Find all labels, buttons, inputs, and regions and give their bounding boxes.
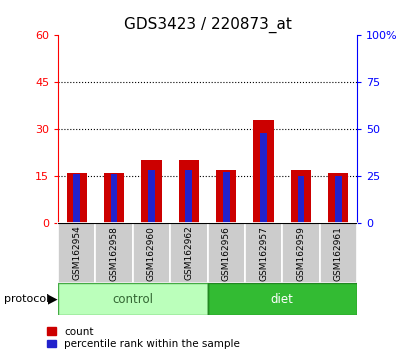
Bar (253, 120, 274, 223)
Bar (208, 223, 245, 283)
Text: GSM162957: GSM162957 (259, 225, 268, 281)
Text: ▶: ▶ (48, 293, 57, 306)
Text: protocol: protocol (4, 294, 49, 304)
Bar (66, 173, 87, 223)
Bar (298, 176, 304, 223)
Bar (290, 170, 311, 223)
Text: GSM162960: GSM162960 (147, 225, 156, 281)
Bar (58, 223, 95, 283)
Text: control: control (112, 293, 153, 306)
Bar (58, 283, 208, 315)
Bar (320, 223, 357, 283)
Bar (186, 171, 192, 223)
Text: GSM162961: GSM162961 (334, 225, 343, 281)
Bar (133, 223, 170, 283)
Bar (216, 170, 237, 223)
Text: GSM162954: GSM162954 (72, 226, 81, 280)
Bar (104, 173, 124, 223)
Bar (245, 223, 282, 283)
Bar (335, 176, 342, 223)
Bar (178, 160, 199, 223)
Bar (170, 223, 208, 283)
Title: GDS3423 / 220873_at: GDS3423 / 220873_at (124, 16, 291, 33)
Bar (73, 174, 80, 223)
Bar (141, 160, 162, 223)
Bar (111, 174, 117, 223)
Text: GSM162958: GSM162958 (110, 225, 119, 281)
Bar (223, 172, 229, 223)
Bar (95, 223, 133, 283)
Bar (328, 173, 349, 223)
Bar (148, 171, 155, 223)
Text: GSM162956: GSM162956 (222, 225, 231, 281)
Bar (208, 283, 357, 315)
Bar (260, 133, 267, 223)
Text: diet: diet (271, 293, 294, 306)
Text: GSM162959: GSM162959 (296, 225, 305, 281)
Bar (282, 223, 320, 283)
Legend: count, percentile rank within the sample: count, percentile rank within the sample (47, 327, 240, 349)
Text: GSM162962: GSM162962 (184, 226, 193, 280)
